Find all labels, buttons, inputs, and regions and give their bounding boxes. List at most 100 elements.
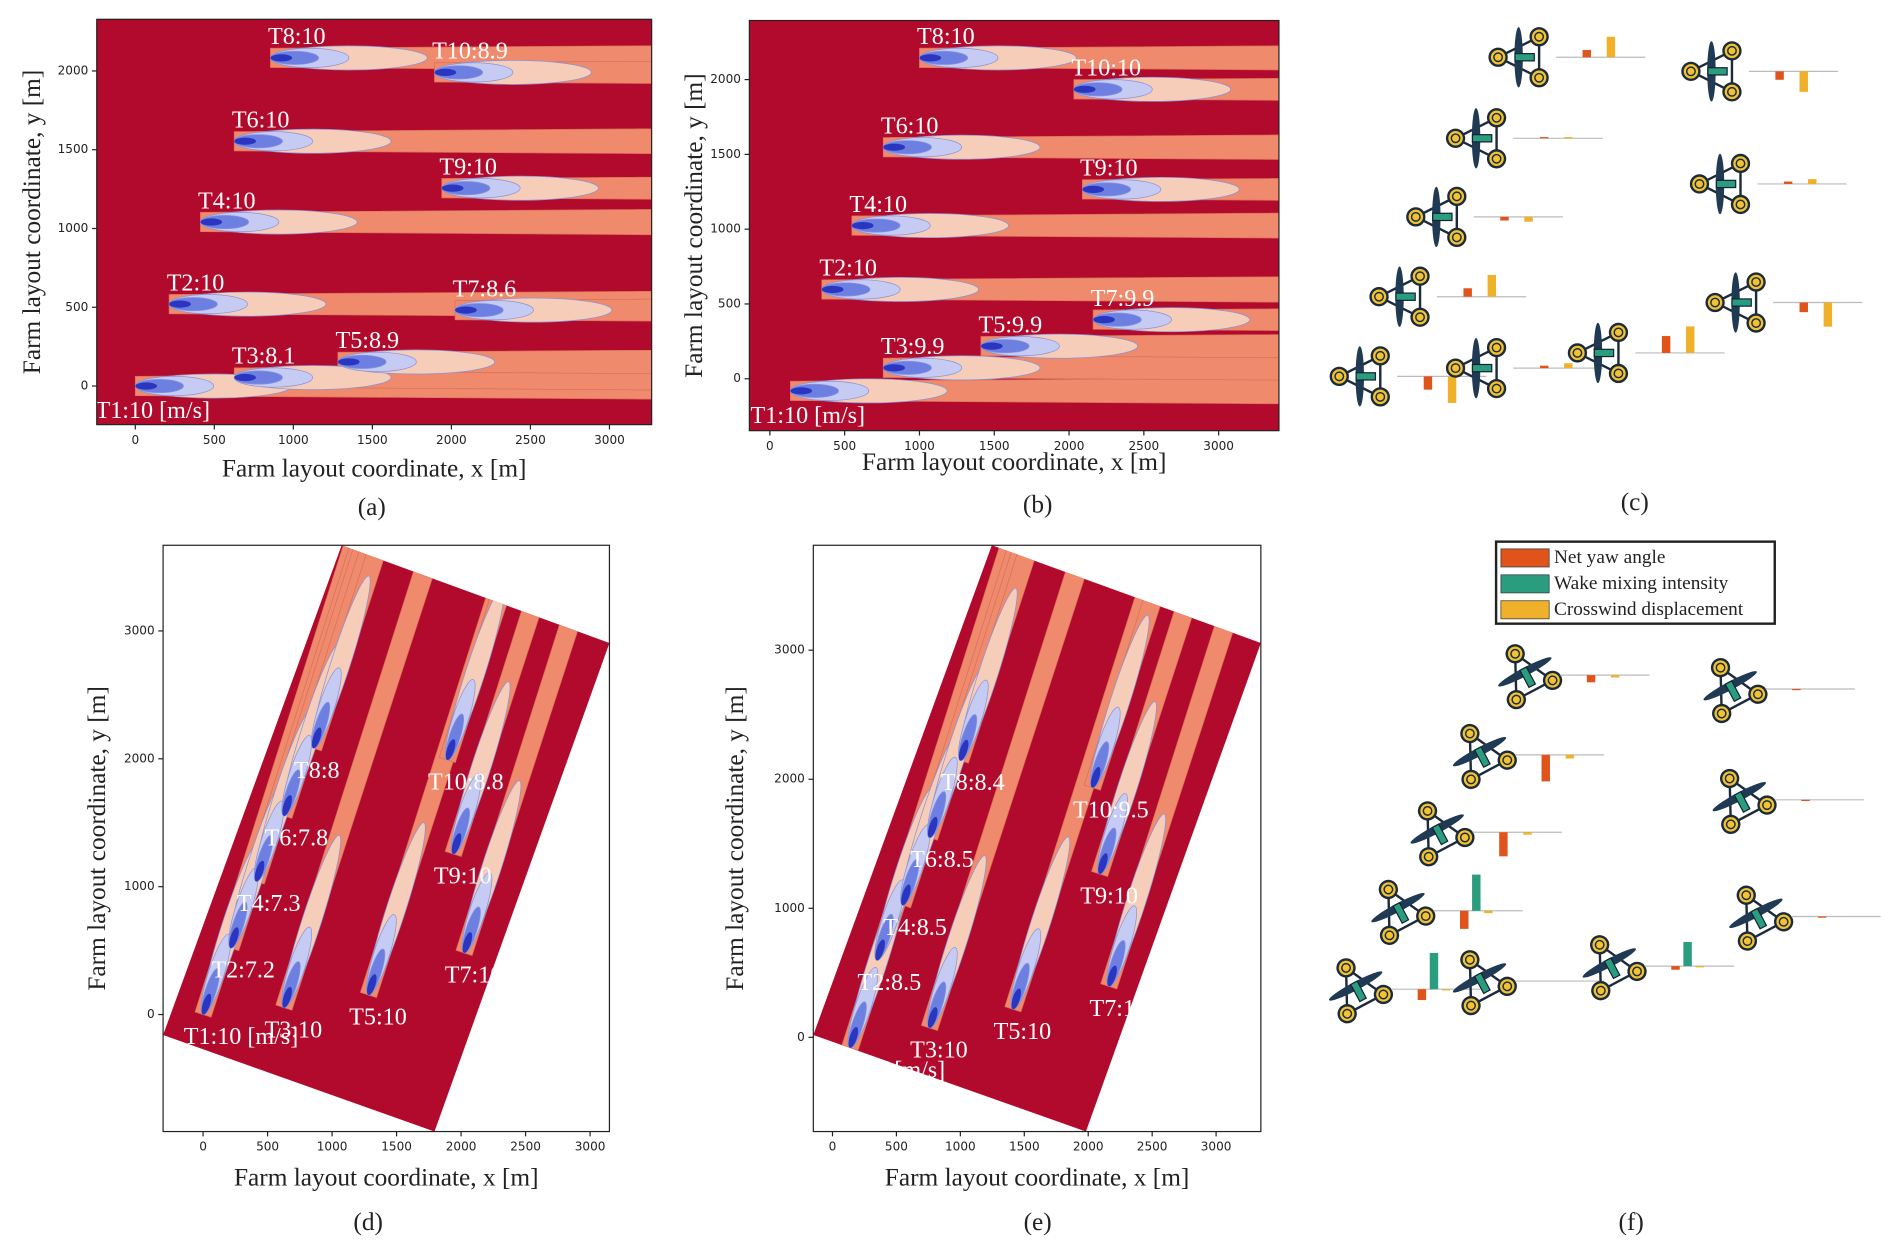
bar xyxy=(1499,832,1508,857)
x-tick-label: 1500 xyxy=(357,433,388,447)
panel-label: (f) xyxy=(1619,1208,1644,1236)
y-tick-label: 1000 xyxy=(124,879,155,893)
glyph-float xyxy=(1488,47,1508,67)
turbine xyxy=(234,373,256,382)
bar xyxy=(1540,137,1549,139)
glyph-float-inner xyxy=(1502,755,1513,766)
bar xyxy=(1460,910,1469,929)
panel-label: (c) xyxy=(1621,488,1649,516)
glyph-float xyxy=(1567,343,1588,363)
y-tick-label: 0 xyxy=(147,1007,155,1021)
bar xyxy=(1775,71,1784,80)
turbine-label: T5:10 xyxy=(349,1005,407,1031)
glyph-float xyxy=(1486,108,1507,128)
turbine-glyph xyxy=(1406,186,1467,248)
turbine xyxy=(1107,965,1117,987)
turbine xyxy=(1082,185,1105,194)
turbine-label: T4:8.5 xyxy=(883,915,947,941)
glyph-float xyxy=(1737,931,1758,951)
y-axis-label: Farm layout coordinate, y [m] xyxy=(721,686,749,991)
glyph-float-inner xyxy=(1510,648,1521,659)
glyph-nacelle xyxy=(1733,790,1751,813)
glyph-nacelle xyxy=(1707,67,1728,76)
turbine xyxy=(927,816,938,838)
glyph-float xyxy=(1627,961,1647,982)
glyph-float xyxy=(1748,684,1768,704)
panel-label: (d) xyxy=(353,1208,383,1236)
turbine xyxy=(848,1027,859,1048)
plot-area: T1:10 [m/s] T2:10 T3:8.1 T4:10 T5:8.9 T6:10 T7… xyxy=(96,19,652,425)
bar xyxy=(1472,874,1481,911)
turbine-label: T9:10 xyxy=(1080,156,1138,182)
glyph-float xyxy=(1486,378,1507,399)
turbine-glyph xyxy=(1729,885,1794,951)
glyph-float xyxy=(1712,703,1732,724)
legend-label: Wake mixing intensity xyxy=(1554,573,1729,594)
x-tick-label: 1500 xyxy=(1009,1140,1040,1154)
x-tick-label: 1500 xyxy=(979,439,1010,453)
wake-band xyxy=(455,545,610,956)
legend-swatch xyxy=(1500,600,1550,620)
turbine-label: T8:8 xyxy=(294,758,340,784)
turbine xyxy=(901,884,911,906)
turbine xyxy=(821,285,844,294)
glyph-float-inner xyxy=(1415,312,1425,323)
y-tick-label: 1500 xyxy=(710,147,741,161)
x-tick-label: 1000 xyxy=(278,433,309,447)
turbine-label: T1:10 [m/s] xyxy=(751,403,866,429)
glyph-float xyxy=(1730,153,1751,174)
bar xyxy=(1683,941,1692,967)
turbine-label: T7:8.6 xyxy=(453,276,517,302)
domain xyxy=(749,20,1279,431)
glyph-float xyxy=(1722,82,1742,102)
bar xyxy=(1423,376,1433,390)
glyph-float xyxy=(1379,925,1400,945)
glyph-nacelle xyxy=(1514,53,1535,62)
turbine-glyph xyxy=(1703,658,1768,724)
glyph-float-inner xyxy=(1762,800,1772,811)
glyph-float xyxy=(1529,27,1549,47)
glyph-float-inner xyxy=(1384,930,1395,941)
turbine-glyph xyxy=(1410,801,1475,867)
turbine-label: T3:10 xyxy=(910,1038,968,1064)
wake-band xyxy=(920,545,1261,1031)
legend-swatch xyxy=(1500,574,1550,594)
bar xyxy=(1671,966,1680,970)
turbine-label: T8:10 xyxy=(917,24,975,50)
glyph-float xyxy=(1416,906,1436,926)
turbine-glyph xyxy=(1452,723,1517,790)
y-axis-label: Farm layout coordinate, y [m] xyxy=(18,70,46,375)
x-tick-label: 1000 xyxy=(904,439,935,453)
domain xyxy=(96,19,652,425)
x-tick-label: 500 xyxy=(833,439,856,453)
glyph-float-inner xyxy=(1751,318,1762,328)
turbine-label: T2:10 xyxy=(819,256,877,282)
turbine xyxy=(201,993,212,1015)
turbine-glyph xyxy=(1445,337,1507,399)
turbine xyxy=(282,986,292,1008)
wake-band xyxy=(1091,545,1261,877)
glyph-float xyxy=(1529,68,1549,88)
glyph-float-inner xyxy=(1710,297,1721,308)
bar xyxy=(1500,216,1509,221)
glyph-nacelle xyxy=(1603,957,1621,980)
glyph-float-inner xyxy=(1715,662,1726,673)
turbine-glyph xyxy=(1452,950,1517,1016)
bar xyxy=(1606,36,1616,58)
bar xyxy=(1817,916,1827,918)
bar xyxy=(1808,179,1817,184)
bar xyxy=(1447,376,1457,403)
glyph-float xyxy=(1445,128,1466,148)
glyph-float-inner xyxy=(1342,1008,1353,1019)
glyph-float-inner xyxy=(1491,153,1502,164)
glyph-float-inner xyxy=(1741,890,1752,901)
glyph-nacelle xyxy=(1473,745,1491,769)
turbine-label: T2:8.5 xyxy=(858,970,922,996)
turbine xyxy=(200,218,223,226)
bar xyxy=(1484,910,1493,914)
x-tick-label: 2500 xyxy=(515,433,546,447)
y-axis-label: Farm layout coordinate, y [m] xyxy=(83,686,111,991)
glyph-float-inner xyxy=(1694,179,1705,189)
y-tick-label: 2000 xyxy=(58,63,89,77)
